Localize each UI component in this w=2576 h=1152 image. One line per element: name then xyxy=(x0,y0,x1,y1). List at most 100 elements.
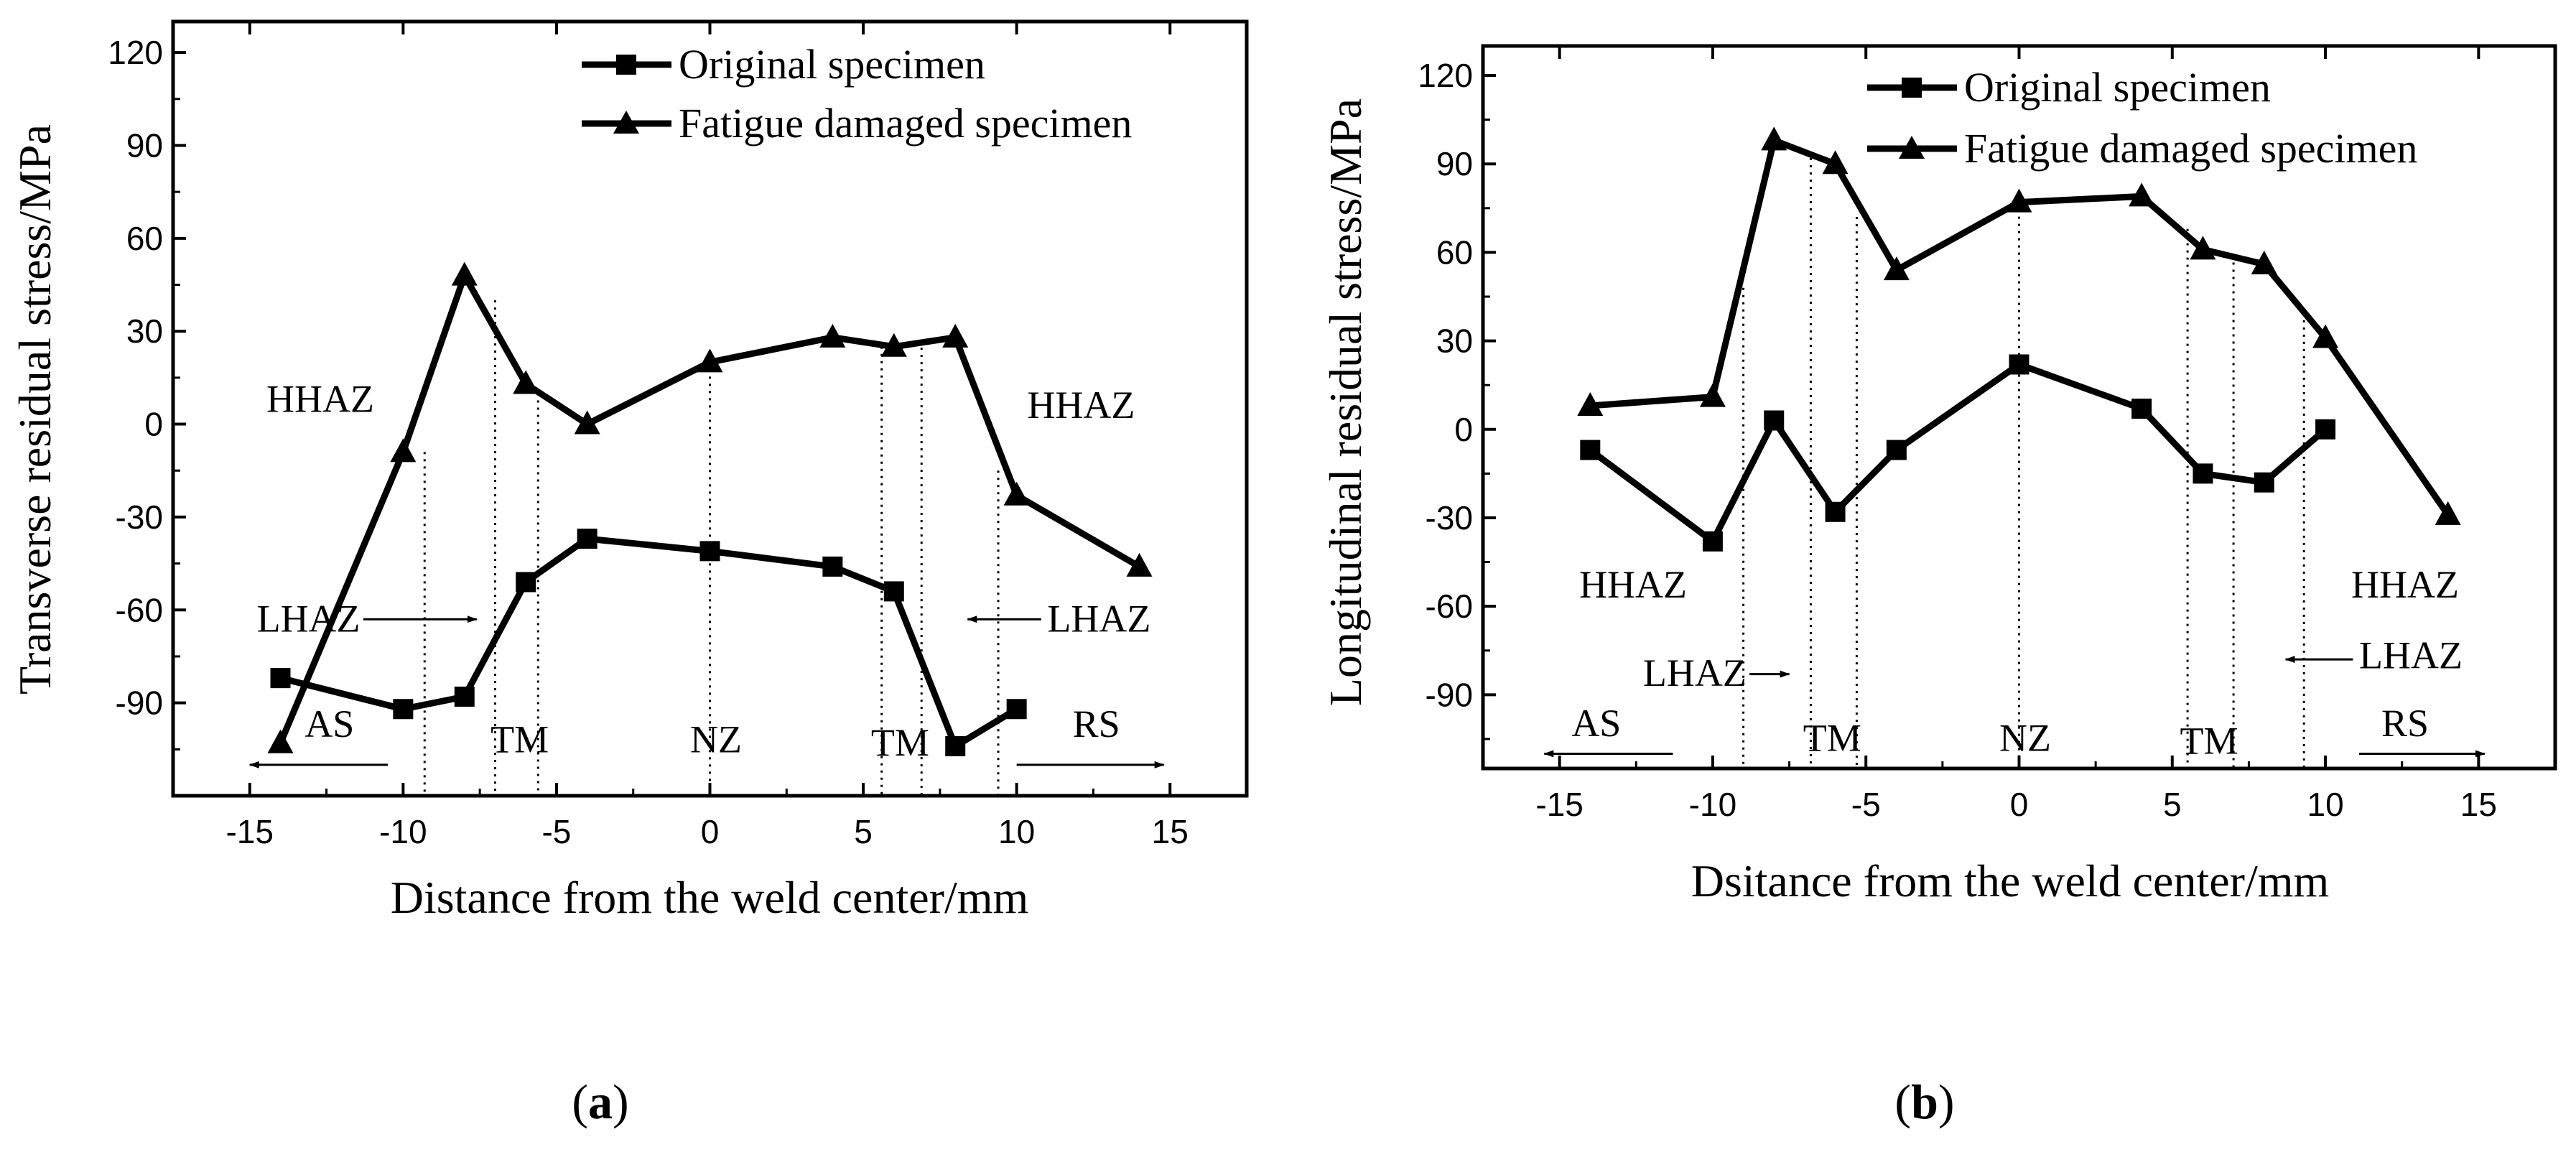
data-point-square xyxy=(2315,419,2336,440)
data-point-square xyxy=(1825,501,1846,522)
x-tick-label: 0 xyxy=(2010,786,2029,823)
region-label: TM xyxy=(871,721,929,764)
caption-letter: a xyxy=(588,1074,613,1129)
y-tick-label: 0 xyxy=(1454,411,1473,448)
data-point-square xyxy=(577,529,597,549)
x-tick-label: -10 xyxy=(379,813,427,850)
y-tick-label: -90 xyxy=(1426,676,1473,713)
region-label: RS xyxy=(2381,702,2429,745)
axis-ticks: -15 -10 -5 0 5 10 15 -90 -60 -30 0 30 60 90 120 xyxy=(108,22,1189,850)
data-point-square xyxy=(516,572,536,593)
region-label: LHAZ xyxy=(2359,633,2463,677)
region-label: HHAZ xyxy=(2351,563,2459,606)
x-axis-title: Distance from the weld center/mm xyxy=(391,872,1029,923)
data-point-square xyxy=(822,556,843,577)
data-point-square xyxy=(945,736,966,757)
y-tick-label: 30 xyxy=(1436,322,1473,360)
data-point-square xyxy=(1764,410,1785,431)
data-point-triangle xyxy=(880,333,907,357)
caption-b: (b) xyxy=(1894,1074,1954,1129)
x-tick-label: -5 xyxy=(541,813,571,850)
legend-label-fatigue: Fatigue damaged specimen xyxy=(1964,125,2417,172)
x-tick-label: -5 xyxy=(1851,786,1881,823)
caption-a: (a) xyxy=(572,1074,628,1129)
x-axis-title: Dsitance from the weld center/mm xyxy=(1691,855,2330,906)
x-tick-label: 5 xyxy=(854,813,873,850)
legend: Original specimen Fatigue damaged specim… xyxy=(582,41,1132,147)
chart-panel-a: -15 -10 -5 0 5 10 15 -90 -60 -30 0 30 60 90 120 HHAZ HH… xyxy=(9,19,1249,1129)
region-label: LHAZ xyxy=(1047,597,1150,640)
region-label: TM xyxy=(1803,716,1861,759)
x-tick-label: -15 xyxy=(1535,786,1583,823)
data-series xyxy=(267,261,1153,757)
region-label: NZ xyxy=(1999,716,2051,759)
x-tick-label: 15 xyxy=(1152,813,1189,850)
data-point-square xyxy=(1886,440,1907,460)
data-point-square xyxy=(393,699,414,720)
y-tick-label: 0 xyxy=(144,406,163,443)
legend-marker-square xyxy=(616,55,636,75)
x-tick-label: 10 xyxy=(2307,786,2343,823)
x-tick-label: 10 xyxy=(998,813,1035,850)
data-point-triangle xyxy=(1003,481,1030,506)
y-axis-title: Transverse residual stress/MPa xyxy=(9,124,60,695)
guide-lines xyxy=(1742,158,2305,768)
y-tick-label: -90 xyxy=(116,684,163,722)
data-point-square xyxy=(699,541,720,562)
data-point-triangle xyxy=(1699,383,1726,407)
legend-marker-triangle xyxy=(613,111,639,134)
legend: Original specimen Fatigue damaged specim… xyxy=(1867,64,2417,172)
data-point-triangle xyxy=(1883,256,1910,281)
series-line-0 xyxy=(1588,361,2328,545)
caption-letter: b xyxy=(1911,1074,1938,1129)
y-tick-label: 120 xyxy=(1418,57,1473,94)
data-point-triangle xyxy=(390,438,417,463)
data-point-triangle xyxy=(267,729,294,753)
y-tick-label: 30 xyxy=(126,312,163,350)
guide-lines xyxy=(423,300,1000,796)
y-tick-label: 60 xyxy=(126,220,163,257)
x-tick-label: -15 xyxy=(226,813,274,850)
data-point-square xyxy=(2193,463,2213,484)
data-point-square xyxy=(1702,531,1723,552)
region-label: LHAZ xyxy=(1643,651,1747,695)
y-tick-label: -60 xyxy=(116,591,163,628)
data-point-triangle xyxy=(819,323,846,348)
data-point-triangle xyxy=(1761,126,1787,151)
data-point-triangle xyxy=(513,370,539,394)
legend-marker-square xyxy=(1902,78,1922,98)
y-tick-label: -30 xyxy=(116,498,163,536)
data-point-square xyxy=(270,668,291,689)
data-point-square xyxy=(883,581,904,602)
y-tick-label: 90 xyxy=(126,126,163,164)
x-tick-label: -10 xyxy=(1689,786,1736,823)
y-tick-label: 90 xyxy=(1436,145,1473,182)
y-axis-title: Longitudinal residual stress/MPa xyxy=(1320,98,1371,706)
region-annotations: HHAZ HHAZ LHAZ LHAZ AS RS TM NZ TM xyxy=(1543,563,2486,762)
region-label: LHAZ xyxy=(257,597,361,640)
series-line-0 xyxy=(279,535,1018,750)
region-label: RS xyxy=(1073,702,1120,745)
data-point-triangle xyxy=(451,261,478,286)
data-point-triangle xyxy=(2129,182,2155,207)
region-label: AS xyxy=(1571,702,1621,745)
region-label: HHAZ xyxy=(266,377,374,420)
data-point-triangle xyxy=(2006,188,2032,213)
legend-label-fatigue: Fatigue damaged specimen xyxy=(679,100,1132,147)
x-tick-label: 0 xyxy=(701,813,720,850)
data-point-triangle xyxy=(1822,150,1849,175)
region-label: HHAZ xyxy=(1027,384,1135,427)
legend-label-original: Original specimen xyxy=(679,41,985,88)
data-point-square xyxy=(1006,699,1027,720)
y-tick-label: 120 xyxy=(108,34,163,71)
data-point-square xyxy=(2009,354,2029,375)
data-point-square xyxy=(454,687,475,707)
data-point-triangle xyxy=(2190,236,2216,260)
data-point-triangle xyxy=(1577,391,1604,416)
region-annotations: HHAZ HHAZ LHAZ LHAZ AS RS TM NZ TM xyxy=(248,377,1165,768)
data-point-triangle xyxy=(2435,501,2461,525)
x-tick-label: 5 xyxy=(2163,786,2182,823)
data-point-triangle xyxy=(2251,250,2277,274)
